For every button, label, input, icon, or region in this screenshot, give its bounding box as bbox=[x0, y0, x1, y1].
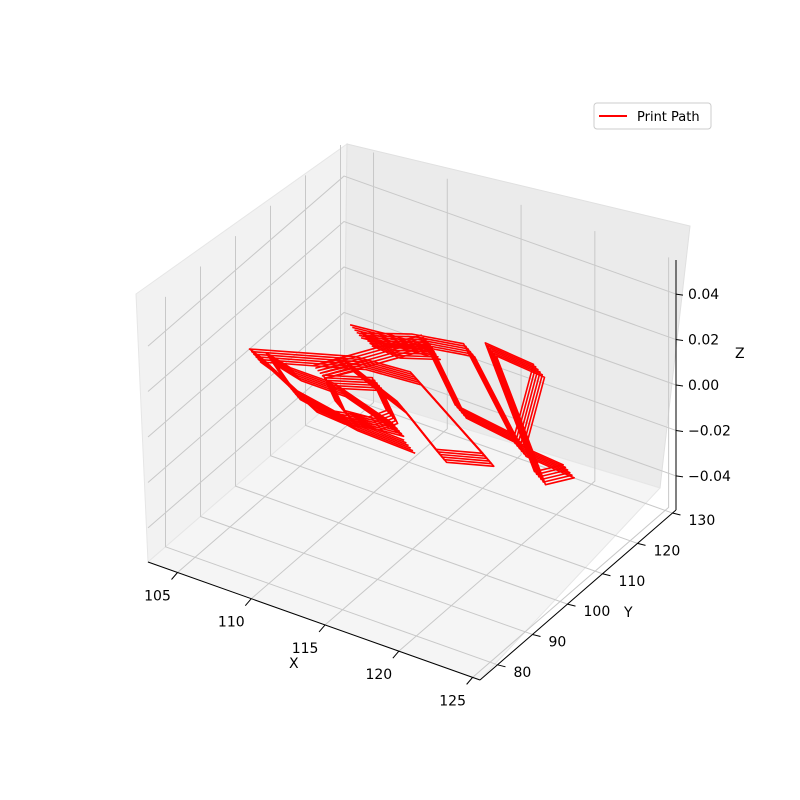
y-gridline bbox=[305, 175, 638, 544]
print-path-series bbox=[248, 324, 576, 486]
z-gridline bbox=[147, 311, 677, 483]
y-tick-mark bbox=[497, 664, 506, 668]
x-tick-label: 105 bbox=[144, 588, 171, 604]
z-tick-mark bbox=[675, 429, 684, 432]
x-tick-label: 115 bbox=[292, 641, 319, 657]
z-tick-mark bbox=[675, 475, 684, 478]
y-tick-label: 130 bbox=[689, 513, 716, 529]
print-path-line bbox=[259, 337, 576, 486]
x-tick-mark bbox=[392, 650, 400, 659]
z-tick-label: −0.04 bbox=[688, 469, 731, 485]
legend-box bbox=[593, 102, 712, 130]
y-tick-label: 100 bbox=[584, 604, 611, 620]
y-tick-label: 90 bbox=[549, 634, 567, 650]
z-tick-label: 0.00 bbox=[688, 378, 719, 394]
y-gridline bbox=[200, 266, 533, 635]
y-tick-label: 110 bbox=[619, 574, 646, 590]
x-tick-label: 110 bbox=[218, 615, 245, 631]
y-tick-mark bbox=[567, 603, 576, 607]
y-tick-mark bbox=[532, 633, 541, 637]
z-tick-label: 0.02 bbox=[688, 333, 719, 349]
y-gridline bbox=[270, 205, 603, 575]
x-tick-label: 125 bbox=[439, 693, 466, 709]
z-axis-label: Z bbox=[735, 346, 745, 362]
x-tick-mark bbox=[466, 677, 474, 685]
y-axis-label: Y bbox=[623, 605, 633, 621]
legend: Print Path bbox=[593, 102, 712, 130]
y-tick-mark bbox=[672, 512, 681, 516]
y-tick-mark bbox=[602, 573, 611, 577]
y-axis-line bbox=[479, 509, 677, 681]
x-tick-mark bbox=[318, 624, 326, 633]
y-tick-label: 120 bbox=[654, 543, 681, 559]
y-tick-label: 80 bbox=[514, 665, 532, 681]
x-axis-line bbox=[147, 561, 481, 681]
x-gridline bbox=[398, 231, 596, 652]
x-gridline bbox=[177, 152, 375, 573]
z-gridline bbox=[147, 220, 677, 392]
z-tick-label: −0.02 bbox=[688, 423, 731, 439]
z-tick-mark bbox=[675, 293, 684, 296]
x-gridline bbox=[472, 257, 670, 678]
x-tick-mark bbox=[244, 598, 252, 607]
y-gridline bbox=[165, 296, 498, 666]
z-tick-mark bbox=[675, 339, 684, 342]
legend-label-print-path: Print Path bbox=[637, 110, 700, 125]
z-gridline bbox=[147, 266, 677, 438]
z-tick-label: 0.04 bbox=[688, 287, 719, 303]
x-gridline bbox=[250, 178, 448, 600]
x-gridline bbox=[324, 204, 522, 626]
x-axis-label: X bbox=[289, 656, 299, 672]
x-tick-label: 120 bbox=[365, 667, 392, 683]
y-gridline bbox=[235, 236, 568, 605]
x-tick-mark bbox=[171, 572, 178, 580]
axes-panes bbox=[135, 143, 691, 681]
z-tick-mark bbox=[675, 384, 684, 387]
tick-labels: 105 110 115 120 125 80 90 100 110 120 130 −0.04 −0.0… bbox=[144, 287, 731, 709]
y-tick-mark bbox=[637, 542, 646, 546]
z-gridline bbox=[147, 175, 677, 347]
axis-lines bbox=[147, 260, 684, 685]
